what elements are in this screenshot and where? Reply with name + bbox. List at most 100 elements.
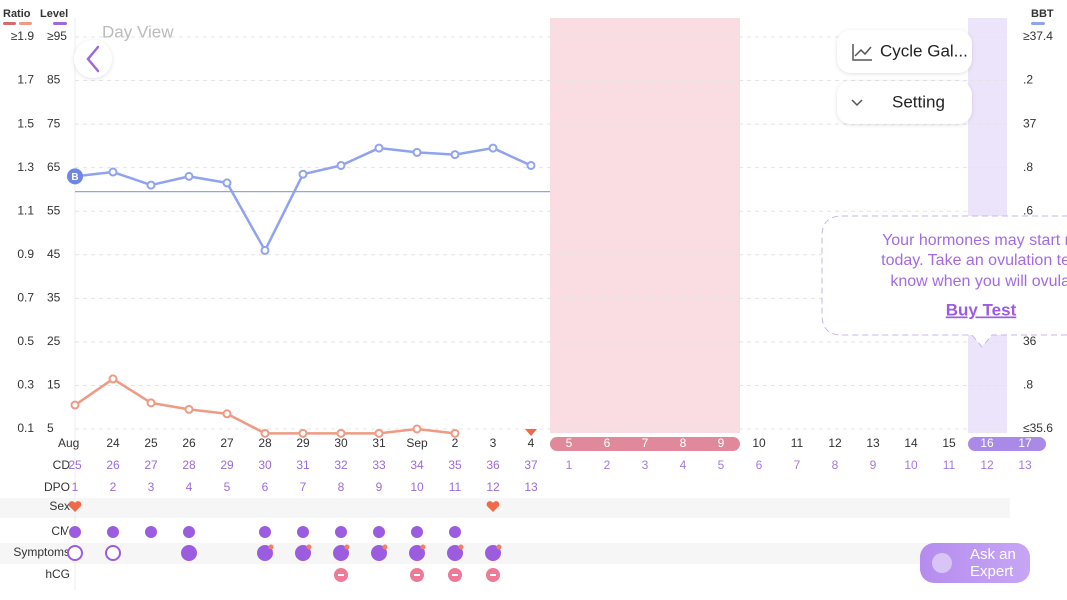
date-label: 2 — [452, 436, 459, 450]
point — [222, 178, 232, 188]
row-stripe — [0, 543, 1010, 564]
row-value: 5 — [224, 480, 231, 494]
row-value: 12 — [486, 480, 500, 494]
date-label: 7 — [642, 436, 649, 450]
point — [298, 428, 308, 438]
symptom-icon — [447, 545, 463, 561]
date-label: 15 — [942, 436, 956, 450]
date-label: 25 — [144, 436, 158, 450]
row-value: 5 — [718, 458, 725, 472]
point — [146, 180, 156, 190]
row-value: 25 — [68, 458, 82, 472]
date-label: 24 — [106, 436, 120, 450]
tip-popup: Your hormones may start r today. Take an… — [821, 215, 1067, 348]
cm-icon — [295, 524, 311, 540]
date-label: 14 — [904, 436, 918, 450]
symptom-icon — [333, 545, 349, 561]
button-label[interactable]: Cycle Gal... — [880, 41, 968, 60]
point — [336, 160, 346, 170]
back-circle[interactable] — [74, 40, 112, 78]
cycle-gallery-button[interactable]: Cycle Gal... — [837, 30, 972, 73]
point — [450, 150, 460, 160]
button-label[interactable]: Expert — [970, 563, 1014, 580]
back-chevron[interactable] — [86, 45, 100, 73]
ratio-swatch — [19, 22, 32, 25]
bbt-tick-label: 37 — [1023, 116, 1037, 130]
expert-icon — [932, 553, 952, 573]
row-label: DPO — [44, 480, 70, 494]
cm-icon — [143, 524, 159, 540]
chart-icon — [852, 44, 872, 61]
period-band — [550, 18, 740, 433]
row-value: 27 — [144, 458, 158, 472]
level-tick-label: 5 — [47, 421, 54, 435]
cm-icon — [409, 524, 425, 540]
level-tick-label: 15 — [47, 378, 61, 392]
ask-expert-button[interactable]: Ask an Expert — [920, 543, 1030, 583]
row-label: Symptoms — [13, 545, 70, 559]
point — [222, 409, 232, 419]
date-label: Sep — [406, 436, 428, 450]
level-tick-label: 45 — [47, 247, 61, 261]
fertile-pill — [968, 437, 1046, 451]
level-tick-label: 35 — [47, 291, 61, 305]
row-value: 4 — [680, 458, 687, 472]
row-value: 8 — [338, 480, 345, 494]
cm-icon — [105, 524, 121, 540]
period-pill — [550, 437, 740, 451]
row-label: hCG — [45, 567, 70, 581]
cm-icon — [333, 524, 349, 540]
row-value: 3 — [148, 480, 155, 494]
ratio-tick-label: 1.7 — [17, 73, 34, 87]
bbt-tick-label: ≥37.4 — [1023, 29, 1053, 43]
setting-button[interactable]: Setting — [837, 81, 972, 124]
row-value: 4 — [186, 480, 193, 494]
first-point — [67, 168, 83, 185]
cm-icon — [371, 524, 387, 540]
ratio-tick-label: 0.1 — [17, 421, 34, 435]
series-line — [74, 146, 532, 252]
row-value: 34 — [410, 458, 424, 472]
sex-icon — [486, 501, 500, 512]
row-value: 8 — [832, 458, 839, 472]
bbt-header: BBT — [1031, 8, 1054, 20]
row-value: 35 — [448, 458, 462, 472]
tip-bubble — [821, 215, 1067, 348]
button-bg[interactable] — [837, 81, 972, 124]
point — [336, 428, 346, 438]
chevron-icon — [851, 99, 863, 107]
date-label: 3 — [490, 436, 497, 450]
point — [108, 167, 118, 177]
row-value: 7 — [794, 458, 801, 472]
row-value: 6 — [756, 458, 763, 472]
point — [260, 245, 270, 255]
row-value: 3 — [642, 458, 649, 472]
ratio-tick-label: 1.5 — [17, 116, 34, 130]
cm-icon — [447, 524, 463, 540]
date-label: 4 — [528, 436, 535, 450]
symptom-dot — [458, 544, 464, 550]
button-bg[interactable] — [920, 543, 1030, 583]
bbt-tick-label: .2 — [1023, 73, 1033, 87]
level-tick-label: 85 — [47, 73, 61, 87]
bbt-tick-label: ≤35.6 — [1023, 421, 1053, 435]
row-value: 2 — [110, 480, 117, 494]
button-label[interactable]: Ask an — [970, 546, 1016, 563]
date-label: 17 — [1018, 436, 1032, 450]
sex-icon — [68, 501, 82, 512]
ratio-tick-label: 0.7 — [17, 291, 34, 305]
symptom-dot — [268, 544, 274, 550]
row-value: 7 — [300, 480, 307, 494]
point — [146, 398, 156, 408]
row-value: 1 — [566, 458, 573, 472]
point — [298, 169, 308, 179]
button-bg[interactable] — [837, 30, 972, 73]
level-header: Level — [40, 8, 68, 20]
level-tick-label: 75 — [47, 116, 61, 130]
row-value: 11 — [943, 458, 956, 472]
back-button[interactable] — [74, 40, 112, 78]
button-label[interactable]: Setting — [892, 92, 945, 111]
point — [450, 428, 460, 438]
cm-icon — [67, 524, 83, 540]
buy-test-link[interactable]: Buy Test — [946, 300, 1017, 319]
